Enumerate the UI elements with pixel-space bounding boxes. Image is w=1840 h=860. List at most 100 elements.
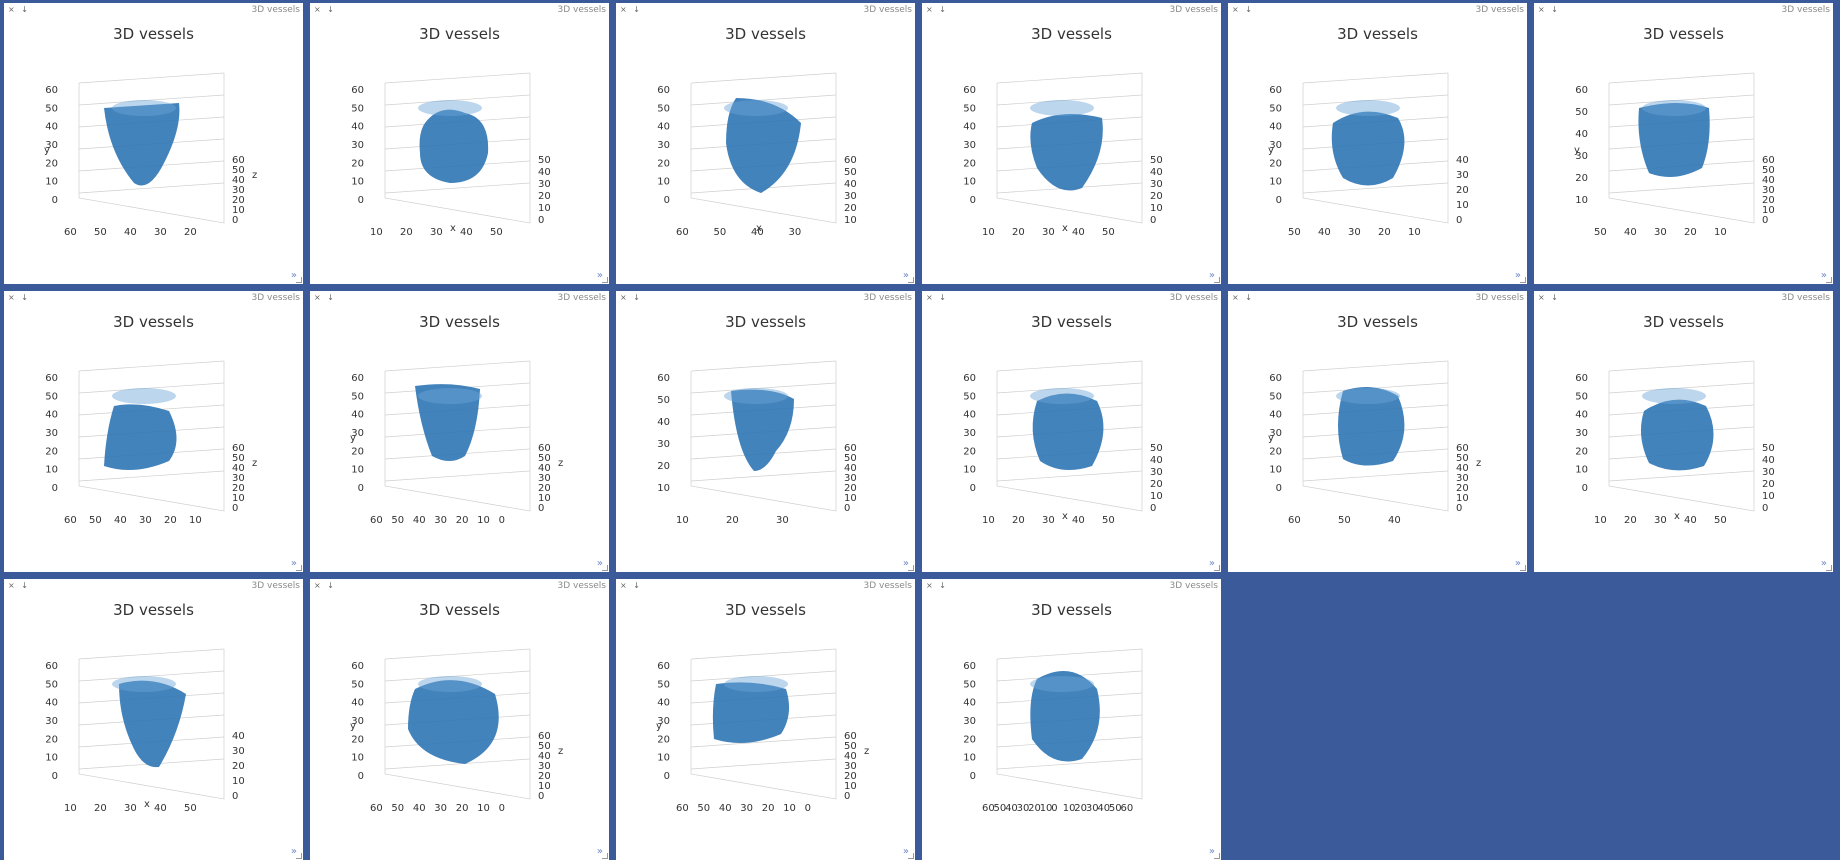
pin-icon[interactable]: ↓ (21, 293, 30, 302)
pin-icon[interactable]: ↓ (633, 293, 642, 302)
vessel-panel[interactable]: × ↓ 3D vessels 3D vessels » 0 10 20 30 40 50 6… (922, 3, 1221, 284)
resize-handle-icon[interactable] (908, 853, 914, 859)
close-icon[interactable]: × (926, 581, 935, 590)
vessel-panel[interactable]: × ↓ 3D vessels 3D vessels » 0 10 20 30 40 50 6… (4, 579, 303, 860)
expand-icon[interactable]: » (1208, 270, 1215, 281)
resize-handle-icon[interactable] (1214, 277, 1220, 283)
resize-handle-icon[interactable] (1826, 565, 1832, 571)
pin-icon[interactable]: ↓ (21, 581, 30, 590)
close-icon[interactable]: × (8, 293, 17, 302)
close-icon[interactable]: × (1538, 5, 1547, 14)
z-tick-label: 10 (844, 781, 857, 792)
resize-handle-icon[interactable] (1826, 277, 1832, 283)
vessel-panel[interactable]: × ↓ 3D vessels 3D vessels » 10 20 30 40 50 60… (1534, 3, 1833, 284)
close-icon[interactable]: × (314, 293, 323, 302)
pin-icon[interactable]: ↓ (633, 5, 642, 14)
expand-icon[interactable]: » (1208, 846, 1215, 857)
close-icon[interactable]: × (620, 293, 629, 302)
vessel-panel[interactable]: × ↓ 3D vessels 3D vessels » 0 10 20 30 40 50 6… (922, 291, 1221, 572)
expand-icon[interactable]: » (1514, 558, 1521, 569)
pin-icon[interactable]: ↓ (327, 293, 336, 302)
z-tick-label: 50 (1456, 453, 1469, 464)
expand-icon[interactable]: » (1208, 558, 1215, 569)
resize-handle-icon[interactable] (602, 277, 608, 283)
expand-icon[interactable]: » (902, 558, 909, 569)
expand-icon[interactable]: » (596, 270, 603, 281)
resize-handle-icon[interactable] (296, 565, 302, 571)
pin-icon[interactable]: ↓ (1245, 293, 1254, 302)
resize-handle-icon[interactable] (908, 277, 914, 283)
expand-icon[interactable]: » (1820, 558, 1827, 569)
x-tick-label: 60 (64, 227, 77, 238)
pin-icon[interactable]: ↓ (327, 5, 336, 14)
resize-handle-icon[interactable] (296, 853, 302, 859)
close-icon[interactable]: × (926, 5, 935, 14)
close-icon[interactable]: × (1538, 293, 1547, 302)
vessel-panel[interactable]: × ↓ 3D vessels 3D vessels » 0 10 20 30 40 50 6… (616, 3, 915, 284)
pin-icon[interactable]: ↓ (939, 5, 948, 14)
resize-handle-icon[interactable] (602, 853, 608, 859)
vessel-panel[interactable]: × ↓ 3D vessels 3D vessels » 0 10 20 30 40 50 6… (1534, 291, 1833, 572)
resize-handle-icon[interactable] (1520, 565, 1526, 571)
vessel-panel[interactable]: × ↓ 3D vessels 3D vessels » 0 10 20 30 40 50 6… (1228, 3, 1527, 284)
pin-icon[interactable]: ↓ (1551, 293, 1560, 302)
close-icon[interactable]: × (620, 5, 629, 14)
resize-handle-icon[interactable] (1214, 853, 1220, 859)
3d-plot[interactable]: 0 10 20 30 40 50 60 10 20 30 40 50 0 10 20 30 40 x (44, 639, 264, 814)
pin-icon[interactable]: ↓ (939, 581, 948, 590)
vessel-panel[interactable]: × ↓ 3D vessels 3D vessels » 0 10 20 30 40 50 6… (4, 3, 303, 284)
resize-handle-icon[interactable] (908, 565, 914, 571)
pin-icon[interactable]: ↓ (1551, 5, 1560, 14)
close-icon[interactable]: × (8, 581, 17, 590)
close-icon[interactable]: × (1232, 293, 1241, 302)
expand-icon[interactable]: » (596, 558, 603, 569)
expand-icon[interactable]: » (902, 846, 909, 857)
expand-icon[interactable]: » (596, 846, 603, 857)
panel-controls: × ↓ (926, 5, 948, 14)
pin-icon[interactable]: ↓ (327, 581, 336, 590)
close-icon[interactable]: × (8, 5, 17, 14)
close-icon[interactable]: × (1232, 5, 1241, 14)
vessel-panel[interactable]: × ↓ 3D vessels 3D vessels » 0 10 20 30 40 50 6… (310, 3, 609, 284)
expand-icon[interactable]: » (902, 270, 909, 281)
pin-icon[interactable]: ↓ (633, 581, 642, 590)
expand-icon[interactable]: » (290, 270, 297, 281)
expand-icon[interactable]: » (290, 846, 297, 857)
expand-icon[interactable]: » (1514, 270, 1521, 281)
resize-handle-icon[interactable] (296, 277, 302, 283)
vessel-panel[interactable]: × ↓ 3D vessels 3D vessels » 0 10 20 30 40 50 6… (310, 579, 609, 860)
3d-plot[interactable]: 0 10 20 30 40 50 60 50 40 30 20 10 0 10 20 30 40 y (1268, 63, 1488, 238)
expand-icon[interactable]: » (290, 558, 297, 569)
vessel-panel[interactable]: × ↓ 3D vessels 3D vessels » 0 10 20 30 40 50 6… (310, 291, 609, 572)
vessel-panel[interactable]: × ↓ 3D vessels 3D vessels » 10 20 30 40 50 60… (616, 291, 915, 572)
pin-icon[interactable]: ↓ (21, 5, 30, 14)
vessel-panel[interactable]: × ↓ 3D vessels 3D vessels » 0 10 20 30 40 50 6… (4, 291, 303, 572)
resize-handle-icon[interactable] (1214, 565, 1220, 571)
pin-icon[interactable]: ↓ (1245, 5, 1254, 14)
vessel-panel[interactable]: × ↓ 3D vessels 3D vessels » 0 10 20 30 40 50 6… (922, 579, 1221, 860)
close-icon[interactable]: × (620, 581, 629, 590)
close-icon[interactable]: × (314, 5, 323, 14)
vessel-panel[interactable]: × ↓ 3D vessels 3D vessels » 0 10 20 30 40 50 6… (616, 579, 915, 860)
resize-handle-icon[interactable] (1520, 277, 1526, 283)
vessel-panel[interactable]: × ↓ 3D vessels 3D vessels » 0 10 20 30 40 50 6… (1228, 291, 1527, 572)
pin-icon[interactable]: ↓ (939, 293, 948, 302)
expand-icon[interactable]: » (1820, 270, 1827, 281)
close-icon[interactable]: × (314, 581, 323, 590)
resize-handle-icon[interactable] (602, 565, 608, 571)
close-icon[interactable]: × (926, 293, 935, 302)
